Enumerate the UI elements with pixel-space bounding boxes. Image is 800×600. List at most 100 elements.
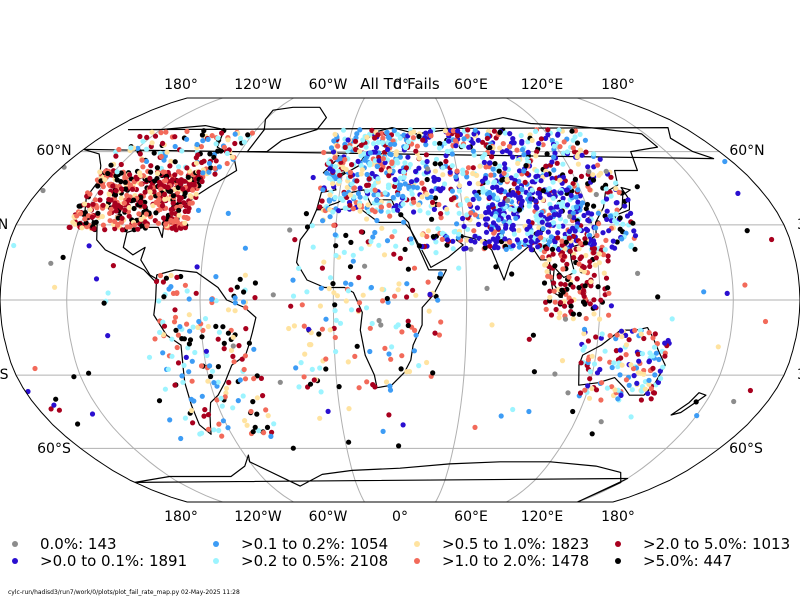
station-marker	[332, 232, 338, 238]
station-marker	[424, 359, 430, 366]
station-marker	[560, 266, 566, 272]
station-marker	[638, 331, 644, 337]
station-marker	[578, 360, 584, 366]
station-marker	[218, 395, 224, 401]
station-marker	[500, 201, 506, 207]
station-marker	[150, 203, 156, 209]
station-marker	[193, 290, 199, 296]
station-marker	[513, 215, 519, 221]
station-marker	[105, 333, 111, 339]
station-marker	[140, 138, 146, 144]
station-marker	[546, 222, 552, 228]
lon-label-top: 120°E	[521, 77, 564, 93]
station-marker	[450, 246, 456, 252]
legend-item: >2.0 to 5.0%: 1013	[615, 536, 790, 553]
station-marker	[172, 314, 179, 320]
station-marker	[149, 129, 155, 135]
station-marker	[153, 210, 159, 216]
station-marker	[617, 372, 623, 378]
station-marker	[290, 293, 297, 299]
station-marker	[605, 253, 611, 259]
station-marker	[181, 200, 187, 206]
station-marker	[465, 226, 471, 232]
station-marker	[83, 220, 89, 226]
station-marker	[431, 206, 437, 212]
station-marker	[337, 155, 343, 162]
station-marker	[387, 151, 393, 157]
station-marker	[376, 158, 382, 164]
station-marker	[515, 185, 521, 191]
station-marker	[131, 205, 137, 212]
station-marker	[587, 232, 593, 239]
station-marker	[406, 184, 412, 190]
station-marker	[393, 151, 399, 158]
station-marker	[577, 256, 583, 262]
station-marker	[89, 411, 96, 417]
station-marker	[382, 190, 388, 196]
station-marker	[379, 140, 385, 146]
station-marker	[389, 234, 395, 240]
station-marker	[234, 284, 240, 290]
station-marker	[574, 154, 580, 160]
station-marker	[446, 138, 452, 144]
station-marker	[181, 362, 187, 368]
station-marker	[401, 174, 407, 180]
station-marker	[543, 306, 549, 312]
station-marker	[358, 246, 364, 252]
station-marker	[742, 282, 748, 288]
station-marker	[199, 393, 205, 399]
station-marker	[108, 162, 114, 168]
station-marker	[172, 134, 178, 140]
station-marker	[526, 218, 532, 225]
station-marker	[147, 185, 153, 191]
station-marker	[465, 127, 471, 133]
station-marker	[149, 140, 155, 146]
station-marker	[122, 207, 128, 213]
station-marker	[522, 179, 528, 185]
station-marker	[615, 396, 621, 402]
station-marker	[180, 379, 186, 385]
station-marker	[593, 191, 599, 198]
station-marker	[564, 261, 570, 267]
station-marker	[165, 184, 171, 190]
station-marker	[118, 161, 124, 168]
station-marker	[184, 128, 190, 134]
station-marker	[199, 132, 205, 138]
lon-label-bottom: 60°W	[309, 509, 348, 525]
station-marker	[119, 227, 126, 233]
station-marker	[591, 246, 598, 252]
station-marker	[449, 151, 455, 157]
station-marker	[425, 279, 431, 285]
station-marker	[570, 210, 576, 216]
station-marker	[547, 288, 553, 294]
station-marker	[645, 390, 651, 397]
station-marker	[411, 265, 418, 271]
station-marker	[602, 348, 608, 354]
station-marker	[581, 269, 588, 275]
station-marker	[617, 347, 624, 353]
station-marker	[472, 212, 478, 218]
station-marker	[538, 136, 545, 142]
station-marker	[635, 270, 641, 276]
station-marker	[603, 237, 609, 243]
station-marker	[528, 196, 534, 202]
station-marker	[536, 191, 543, 197]
station-marker	[433, 250, 439, 256]
station-marker	[304, 289, 310, 295]
station-marker	[213, 274, 219, 280]
station-marker	[231, 359, 237, 365]
station-marker	[619, 334, 625, 340]
station-marker	[630, 366, 637, 372]
station-marker	[585, 338, 592, 344]
station-marker	[662, 353, 668, 359]
lat-label-left-partial: S	[0, 367, 9, 383]
station-marker	[387, 168, 393, 174]
station-marker	[161, 215, 167, 221]
station-marker	[410, 135, 416, 141]
station-marker	[516, 244, 523, 250]
station-marker	[363, 154, 370, 160]
station-marker	[261, 430, 267, 436]
station-marker	[561, 253, 567, 259]
station-marker	[102, 227, 108, 233]
station-marker	[613, 180, 619, 186]
